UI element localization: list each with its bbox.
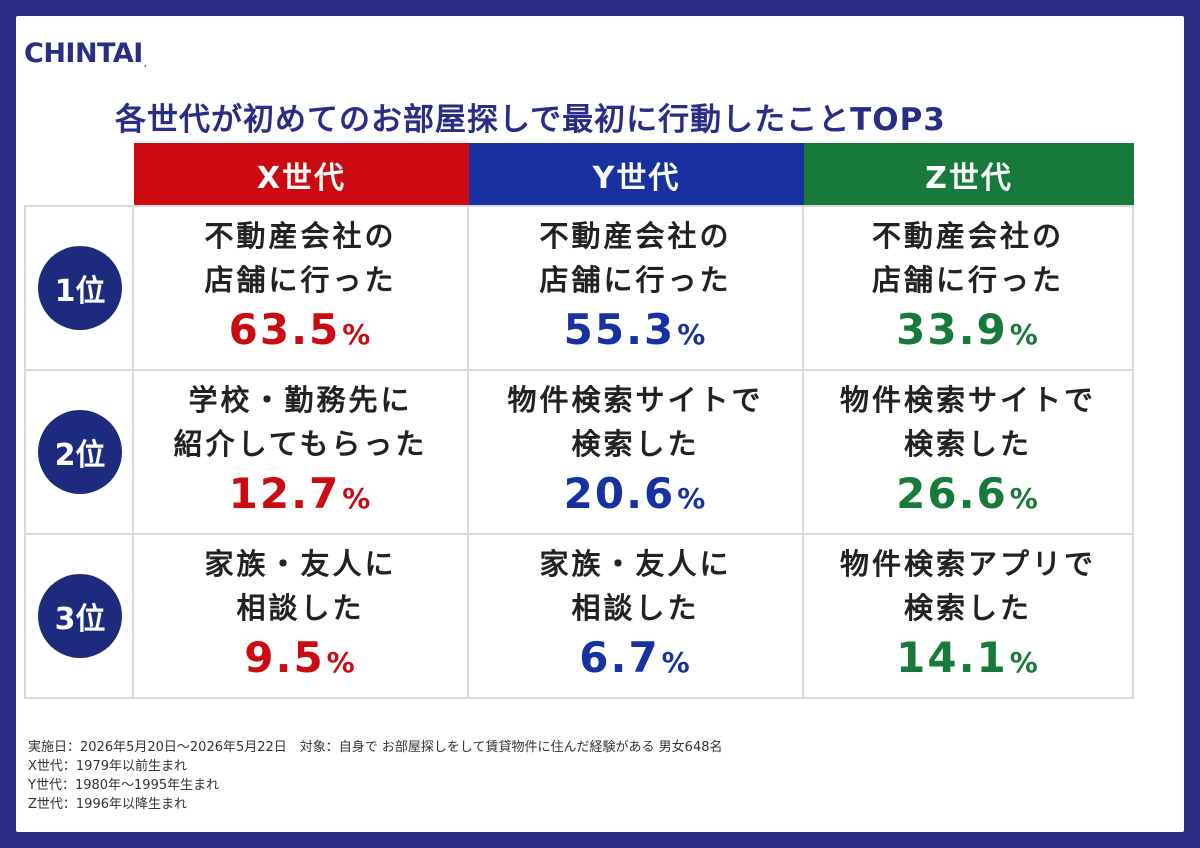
cell-percentage: 12.7% bbox=[228, 468, 373, 518]
rank-cell-3: 3位 bbox=[24, 533, 134, 699]
cell-percentage: 26.6% bbox=[896, 468, 1040, 518]
table-cell-1-z: 不動産会社の 店舗に行った 33.9% bbox=[802, 205, 1134, 371]
ranking-table: X世代 Y世代 Z世代 1位 不動産会社の 店舗に行った 63.5% 不動産会社… bbox=[24, 143, 1134, 699]
column-header-z: Z世代 bbox=[804, 143, 1134, 207]
cell-text-line1: 家族・友人に bbox=[539, 546, 732, 581]
cell-text-line2: 検索した bbox=[571, 426, 700, 461]
cell-text-line1: 不動産会社の bbox=[204, 218, 397, 253]
table-cell-3-y: 家族・友人に 相談した 6.7% bbox=[467, 533, 804, 699]
rank-cell-1: 1位 bbox=[24, 205, 134, 371]
table-cell-3-z: 物件検索アプリで 検索した 14.1% bbox=[802, 533, 1134, 699]
cell-text-line1: 学校・勤務先に bbox=[188, 382, 413, 417]
cell-percentage: 33.9% bbox=[896, 304, 1040, 354]
cell-text-line1: 不動産会社の bbox=[539, 218, 732, 253]
z-generation-note: Z世代：1996年以降生まれ bbox=[28, 797, 187, 812]
cell-percentage: 9.5% bbox=[244, 632, 357, 682]
cell-text-line2: 店舗に行った bbox=[204, 262, 397, 297]
rank-badge-2: 2位 bbox=[38, 410, 122, 494]
chintai-logo: CHINTAI. bbox=[24, 38, 147, 69]
table-corner bbox=[24, 143, 134, 207]
rank-badge-3: 3位 bbox=[38, 574, 122, 658]
cell-text-line2: 相談した bbox=[236, 590, 365, 625]
table-cell-2-z: 物件検索サイトで 検索した 26.6% bbox=[802, 369, 1134, 535]
cell-text-line2: 検索した bbox=[903, 590, 1032, 625]
rank-cell-2: 2位 bbox=[24, 369, 134, 535]
cell-text-line2: 検索した bbox=[903, 426, 1032, 461]
table-cell-2-x: 学校・勤務先に 紹介してもらった 12.7% bbox=[132, 369, 469, 535]
cell-percentage: 55.3% bbox=[563, 304, 708, 354]
column-header-y: Y世代 bbox=[469, 143, 804, 207]
cell-text-line1: 物件検索サイトで bbox=[839, 382, 1096, 417]
rank-badge-1: 1位 bbox=[38, 246, 122, 330]
cell-text-line1: 不動産会社の bbox=[871, 218, 1064, 253]
page-title: 各世代が初めてのお部屋探しで最初に行動したことTOP3 bbox=[115, 102, 946, 138]
table-cell-3-x: 家族・友人に 相談した 9.5% bbox=[132, 533, 469, 699]
column-header-x: X世代 bbox=[134, 143, 469, 207]
cell-text-line2: 店舗に行った bbox=[871, 262, 1064, 297]
cell-text-line1: 物件検索サイトで bbox=[507, 382, 764, 417]
cell-text-line2: 相談した bbox=[571, 590, 700, 625]
survey-info: 実施日：2026年5月20日〜2026年5月22日 対象：自身で お部屋探しをし… bbox=[28, 740, 723, 755]
table-cell-1-y: 不動産会社の 店舗に行った 55.3% bbox=[467, 205, 804, 371]
table-cell-2-y: 物件検索サイトで 検索した 20.6% bbox=[467, 369, 804, 535]
cell-percentage: 6.7% bbox=[579, 632, 692, 682]
table-cell-1-x: 不動産会社の 店舗に行った 63.5% bbox=[132, 205, 469, 371]
x-generation-note: X世代：1979年以前生まれ bbox=[28, 759, 187, 774]
cell-percentage: 63.5% bbox=[228, 304, 373, 354]
y-generation-note: Y世代：1980年〜1995年生まれ bbox=[28, 778, 220, 793]
survey-notes: 実施日：2026年5月20日〜2026年5月22日 対象：自身で お部屋探しをし… bbox=[28, 738, 722, 814]
cell-text-line2: 紹介してもらった bbox=[173, 426, 428, 461]
cell-percentage: 20.6% bbox=[563, 468, 708, 518]
cell-percentage: 14.1% bbox=[896, 632, 1040, 682]
cell-text-line1: 物件検索アプリで bbox=[839, 546, 1096, 581]
cell-text-line2: 店舗に行った bbox=[539, 262, 732, 297]
cell-text-line1: 家族・友人に bbox=[204, 546, 397, 581]
